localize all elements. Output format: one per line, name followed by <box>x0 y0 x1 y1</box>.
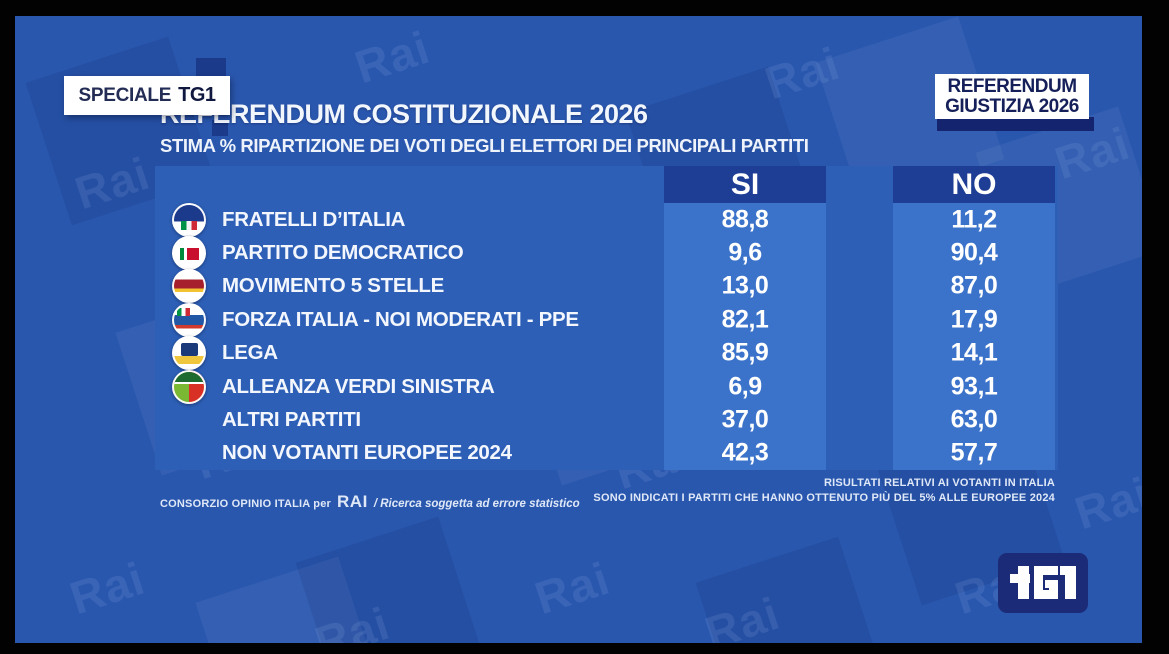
referendum-giustizia-badge: REFERENDUM GIUSTIZIA 2026 <box>935 74 1089 119</box>
no-value: 11,2 <box>951 205 997 234</box>
si-value: 6,9 <box>728 372 762 401</box>
si-value: 9,6 <box>728 238 762 267</box>
no-value: 63,0 <box>950 405 998 434</box>
si-column-header: SI <box>664 166 826 203</box>
no-column-header: NO <box>893 166 1055 203</box>
no-value: 87,0 <box>950 271 998 300</box>
no-value: 57,7 <box>950 438 998 467</box>
logo-band <box>174 356 204 365</box>
no-value: 93,1 <box>950 372 998 401</box>
party-label: ALTRI PARTITI <box>222 407 361 431</box>
no-value: 14,1 <box>950 338 998 367</box>
page-title: REFERENDUM COSTITUZIONALE 2026 <box>160 99 648 129</box>
party-label: MOVIMENTO 5 STELLE <box>222 274 445 298</box>
rai-watermark-text: Rai <box>63 551 151 625</box>
table-row: MOVIMENTO 5 STELLE 13,0 87,0 <box>155 269 1058 304</box>
logo-mark <box>177 307 190 316</box>
table-row: FRATELLI D’ITALIA 88,8 11,2 <box>155 202 1058 237</box>
pd-logo-icon <box>172 236 206 271</box>
tg1-logo <box>998 553 1088 613</box>
m5s-logo-icon <box>172 269 206 304</box>
table-row: PARTITO DEMOCRATICO 9,6 90,4 <box>155 236 1058 271</box>
methodology-line1: RISULTATI RELATIVI AI VOTANTI IN ITALIA <box>823 477 1055 489</box>
no-value: 90,4 <box>950 238 998 267</box>
party-label: PARTITO DEMOCRATICO <box>222 241 464 265</box>
forza-italia-logo-icon <box>172 302 206 337</box>
referendum-badge-underline <box>937 117 1094 131</box>
table-rows: FRATELLI D’ITALIA 88,8 11,2 PARTITO DEMOCRA… <box>155 202 1058 470</box>
si-column-band <box>664 203 826 470</box>
table-row: FORZA ITALIA - NOI MODERATI - PPE 82,1 17,… <box>155 302 1058 337</box>
fdi-logo-icon <box>172 202 206 237</box>
si-value: 42,3 <box>721 438 769 467</box>
logo-mark <box>180 248 199 261</box>
party-label: FRATELLI D’ITALIA <box>222 207 406 231</box>
no-value: 17,9 <box>950 305 998 334</box>
page-subtitle: STIMA % RIPARTIZIONE DEI VOTI DEGLI ELET… <box>160 135 809 156</box>
no-column-band <box>893 203 1055 470</box>
table-row: ALLEANZA VERDI SINISTRA 6,9 93,1 <box>155 369 1058 404</box>
si-value: 82,1 <box>721 305 769 334</box>
speciale-tg1-badge: SPECIALE TG1 <box>64 76 230 115</box>
source-disclaimer: / Ricerca soggetta ad errore statistico <box>373 498 580 510</box>
rai-watermark-text: Rai <box>348 20 436 94</box>
methodology-line2: SONO INDICATI I PARTITI CHE HANNO OTTENU… <box>593 492 1055 504</box>
logo-mark <box>174 371 204 384</box>
table-row: LEGA 85,9 14,1 <box>155 336 1058 371</box>
table-row: ALTRI PARTITI 37,0 63,0 <box>155 403 1058 436</box>
party-label: LEGA <box>222 341 278 365</box>
si-value: 37,0 <box>721 405 769 434</box>
logo-mark <box>181 343 198 357</box>
rai-watermark-text: Rai <box>1068 466 1142 540</box>
broadcast-screen: RaiRaiRaiRaiRaiRaiRaiRaiRaiRaiRaiRaiRaiR… <box>15 16 1142 643</box>
party-label: ALLEANZA VERDI SINISTRA <box>222 374 495 398</box>
source-prefix: CONSORZIO OPINIO ITALIA per <box>160 498 332 510</box>
source-footnote: CONSORZIO OPINIO ITALIA per RAI / Ricerc… <box>160 492 580 512</box>
referendum-badge-line1: REFERENDUM <box>947 75 1077 97</box>
accent-square <box>212 120 228 136</box>
referendum-badge-line2: GIUSTIZIA 2026 <box>945 95 1079 117</box>
speciale-label: SPECIALE <box>78 84 172 106</box>
methodology-footnote: RISULTATI RELATIVI AI VOTANTI IN ITALIA … <box>593 476 1055 506</box>
table-row: NON VOTANTI EUROPEE 2024 42,3 57,7 <box>155 437 1058 470</box>
si-value: 13,0 <box>721 271 769 300</box>
tg1-label: TG1 <box>178 84 216 106</box>
party-label: NON VOTANTI EUROPEE 2024 <box>222 441 512 465</box>
party-label: FORZA ITALIA - NOI MODERATI - PPE <box>222 307 579 331</box>
rai-watermark-text: Rai <box>528 551 616 625</box>
logo-mark <box>181 221 197 231</box>
si-value: 88,8 <box>721 205 769 234</box>
si-value: 85,9 <box>721 338 769 367</box>
results-table: SI NO FRATELLI D’ITALIA 88,8 11,2 PARTITO D… <box>155 166 1058 470</box>
rai-label: RAI <box>337 492 368 511</box>
lega-logo-icon <box>172 336 206 371</box>
avs-logo-icon <box>172 369 206 404</box>
